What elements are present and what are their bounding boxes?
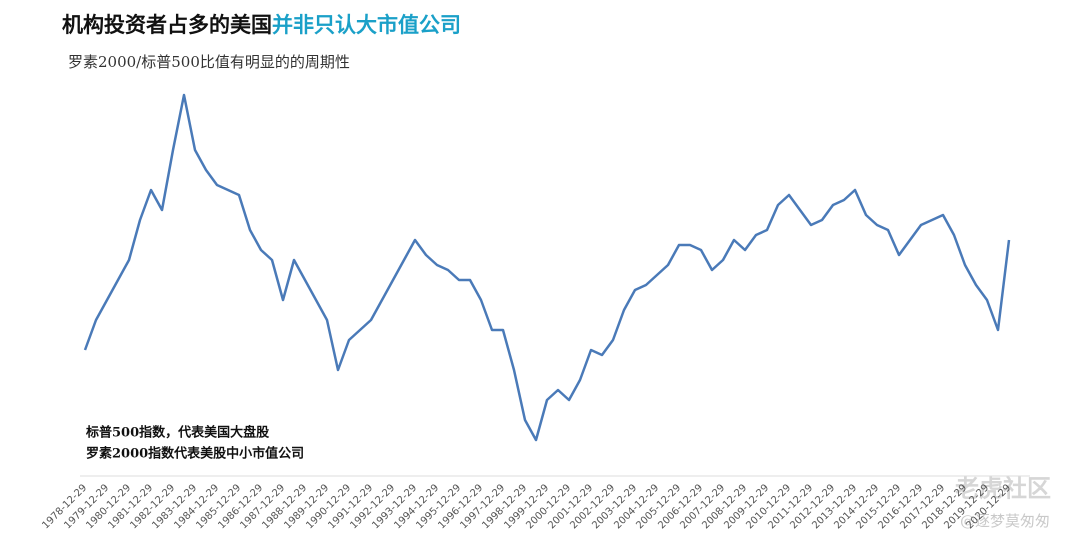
subtitle: 罗素2000/标普500比值有明显的的周期性 bbox=[68, 53, 350, 71]
watermark: 老虎社区 bbox=[955, 474, 1051, 503]
annotation: 标普500指数，代表美国大盘股 bbox=[85, 425, 269, 441]
line-series bbox=[83, 93, 1011, 442]
title-part: 机构投资者占多的美国 bbox=[62, 12, 272, 37]
title-highlight: 并非只认大市值公司 bbox=[272, 12, 461, 37]
chart-title: 机构投资者占多的美国并非只认大市值公司 bbox=[62, 12, 461, 37]
annotation: 罗素2000指数代表美股中小市值公司 bbox=[86, 446, 304, 462]
watermark: @逐梦莫匆匆 bbox=[960, 512, 1050, 530]
